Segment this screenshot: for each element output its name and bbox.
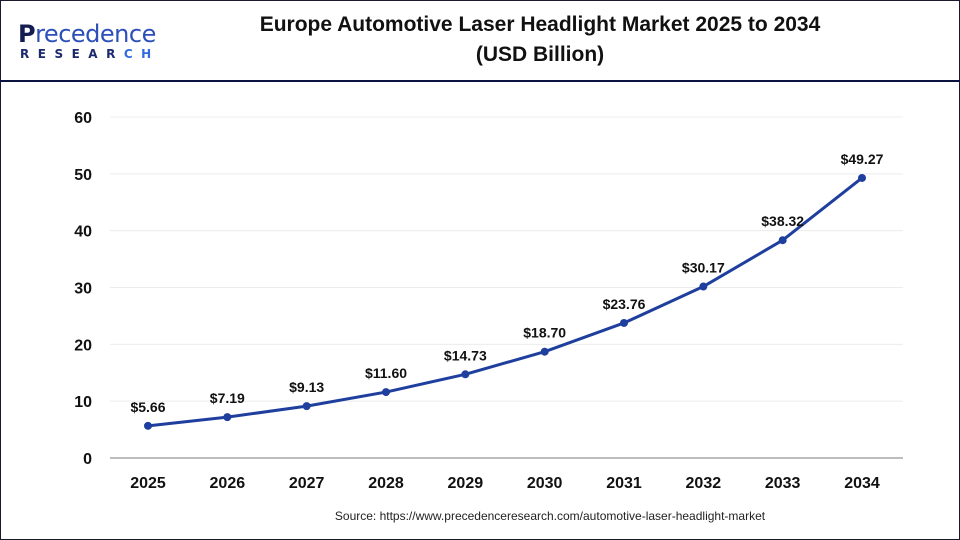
data-point xyxy=(461,370,470,379)
x-tick-label: 2026 xyxy=(210,475,246,492)
chart-title: Europe Automotive Laser Headlight Market… xyxy=(259,13,821,36)
x-tick-label: 2028 xyxy=(368,475,404,492)
y-tick-label: 50 xyxy=(74,167,92,184)
chart-subtitle: (USD Billion) xyxy=(475,43,605,66)
y-tick-label: 20 xyxy=(74,337,92,354)
x-tick-label: 2029 xyxy=(448,475,484,492)
x-axis: 2025 2026 2027 2028 2029 2030 2031 2032 2033 2034 xyxy=(110,457,903,492)
logo-sub-main: RESEAR xyxy=(20,47,124,61)
x-tick-label: 2027 xyxy=(289,475,325,492)
logo-sub-accent: CH xyxy=(123,47,160,61)
data-label: $23.76 xyxy=(603,296,646,312)
logo-subtitle: RESEARCH xyxy=(20,47,160,61)
data-label: $14.73 xyxy=(444,347,487,363)
data-label: $5.66 xyxy=(130,399,165,415)
data-point xyxy=(778,236,787,245)
x-tick-label: 2033 xyxy=(765,475,801,492)
data-label: $7.19 xyxy=(210,390,245,406)
data-point xyxy=(858,173,866,182)
series-line xyxy=(147,176,863,428)
data-point xyxy=(144,421,152,430)
data-point xyxy=(699,282,708,291)
y-tick-label: 10 xyxy=(74,394,92,411)
y-tick-label: 0 xyxy=(83,451,92,468)
x-tick-label: 2034 xyxy=(844,475,880,492)
gridlines xyxy=(110,116,903,402)
y-tick-label: 40 xyxy=(74,224,92,241)
y-axis: 0 10 20 30 40 50 60 xyxy=(74,110,92,468)
logo-word: recedence xyxy=(35,20,156,48)
series-market-size xyxy=(144,173,866,430)
chart-title-block: Europe Automotive Laser Headlight Market… xyxy=(200,10,880,70)
data-point xyxy=(620,318,628,327)
x-tick-label: 2030 xyxy=(527,475,563,492)
x-tick-label: 2032 xyxy=(686,475,722,492)
x-tick-label: 2025 xyxy=(130,475,166,492)
logo-wordmark: Precedence xyxy=(18,20,156,48)
y-tick-label: 60 xyxy=(74,110,92,127)
logo-initial: P xyxy=(18,20,36,48)
data-labels: $5.66 $7.19 $9.13 $11.60 $14.73 $18.70 $23.76 $… xyxy=(130,151,883,415)
data-point xyxy=(223,413,232,422)
data-label: $9.13 xyxy=(289,379,324,395)
chart-header: Precedence RESEARCH Europe Automotive La… xyxy=(0,0,960,82)
data-label: $30.17 xyxy=(682,260,725,276)
data-label: $11.60 xyxy=(365,365,407,381)
data-label: $49.27 xyxy=(841,151,884,167)
data-point xyxy=(302,402,311,411)
data-label: $38.32 xyxy=(761,213,804,229)
data-label: $18.70 xyxy=(523,325,566,341)
data-point xyxy=(382,388,390,397)
x-tick-label: 2031 xyxy=(606,475,642,492)
source-note: Source: https://www.precedenceresearch.c… xyxy=(334,509,766,523)
y-tick-label: 30 xyxy=(74,281,92,298)
precedence-research-logo: Precedence RESEARCH xyxy=(18,20,178,64)
data-point xyxy=(540,347,549,356)
